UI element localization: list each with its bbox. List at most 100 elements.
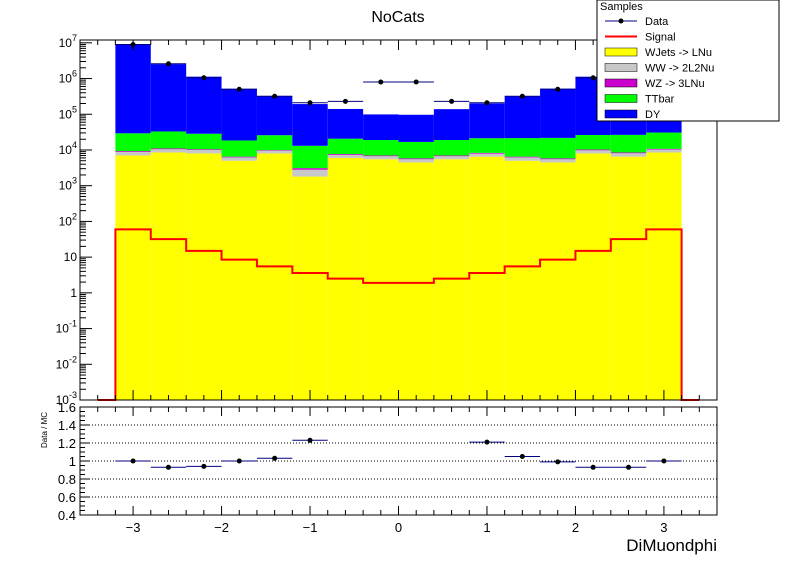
stack-bar-wz-3lnu-12 [540,158,576,160]
stack-bar-ww-2l2nu-5 [292,169,328,177]
data-point-13 [590,75,596,81]
stack-bar-ww-2l2nu-14 [610,153,647,157]
stack-bar-ww-2l2nu-9 [433,156,470,160]
stack-bar-ww-2l2nu-10 [469,153,505,157]
stack-bar-wjets-lnu-11 [504,160,541,400]
stack-bar-wjets-lnu-1 [150,152,187,400]
legend-swatch-ww-2l2nu [604,63,638,72]
data-point-2 [201,75,207,81]
ratio-point-4 [272,455,278,461]
y-tick-label-1: 10-2 [56,354,77,371]
y-tick-label-8: 105 [59,104,77,121]
x-tick-label-6: 3 [660,520,667,535]
ratio-point-11 [661,458,667,464]
stack-bar-wz-3lnu-15 [646,148,682,150]
stack-bar-ttbar-1 [150,131,187,149]
legend-label-dy: DY [645,109,661,121]
stack-bar-ww-2l2nu-12 [540,159,576,163]
data-point-9 [449,98,455,104]
data-point-12 [555,86,561,92]
stack-bar-wz-3lnu-8 [398,158,434,160]
stack-bar-ww-2l2nu-13 [575,150,611,154]
chart-title: NoCats [371,9,424,26]
data-point-11 [519,93,525,99]
legend-box [596,0,780,122]
y-tick-label-5: 102 [59,211,77,228]
stack-bar-ttbar-10 [469,138,505,153]
stack-bar-ttbar-5 [292,145,328,169]
stack-bar-dy-8 [398,114,434,142]
x-tick-label-5: 2 [572,520,579,535]
legend-label-wjets-lnu: WJets -> LNu [645,47,712,59]
ratio-y-tick-label-6: 1.6 [58,400,76,415]
stack-bar-ttbar-2 [186,133,222,150]
stack-bar-wz-3lnu-5 [292,168,328,170]
y-tick-label-4: 10 [64,250,78,264]
y-tick-label-10: 107 [59,33,77,50]
stack-bar-dy-6 [327,108,364,139]
ratio-point-7 [519,454,525,459]
legend-label-signal: Signal [645,32,676,44]
legend-swatch-wz-3lnu [604,78,638,88]
stack-bar-ttbar-9 [433,140,470,156]
stack-bar-wz-3lnu-14 [610,152,647,154]
y-tick-label-7: 104 [59,140,77,157]
stack-bar-wjets-lnu-12 [540,162,576,400]
y-tick-label-9: 106 [59,69,77,86]
stack-bar-wjets-lnu-5 [292,176,328,400]
ratio-point-1 [165,464,171,470]
ratio-point-2 [201,463,207,469]
ratio-point-5 [307,437,313,443]
x-tick-label-3: 0 [395,520,402,535]
stack-bar-ww-2l2nu-8 [398,159,434,163]
data-point-10 [484,100,490,106]
ratio-y-tick-label-1: 0.6 [58,490,76,505]
stack-bar-wz-3lnu-0 [115,151,151,152]
ratio-point-0 [130,458,136,464]
stack-bar-ww-2l2nu-6 [327,154,364,158]
stack-bar-ttbar-6 [327,138,364,155]
legend-label-data: Data [645,16,669,28]
ratio-y-tick-label-0: 0.4 [58,508,76,523]
legend-swatch-wjets-lnu [604,47,638,57]
stack-bar-wz-3lnu-6 [327,154,364,155]
y-tick-label-0: 10-3 [56,390,77,407]
data-point-1 [165,61,171,67]
stack-bar-dy-7 [363,114,399,141]
legend-title: Samples [600,1,643,13]
stack-bar-wjets-lnu-0 [115,155,151,400]
x-tick-label-4: 1 [483,520,490,535]
data-point-5 [307,100,313,106]
stack-bar-wz-3lnu-3 [221,156,257,158]
signal-line [97,228,700,401]
stack-bar-wz-3lnu-11 [504,156,541,158]
data-point-4 [272,93,278,99]
ratio-point-8 [555,459,561,465]
stack-bar-ttbar-3 [221,140,257,157]
legend-label-wz-3lnu: WZ -> 3LNu [645,78,705,90]
stack-bar-ww-2l2nu-0 [115,151,151,156]
stack-bar-ww-2l2nu-3 [221,157,257,161]
ratio-plot-area: 0.4 0.6 0.8 1 1.2 1.4 1.6 −3 −2 −1 0 1 2 3 [58,400,718,535]
ratio-point-3 [236,458,242,464]
stack-bar-dy-5 [292,104,328,146]
ratio-y-axis-label: Data / MC [40,412,49,448]
stack-bar-wz-3lnu-2 [186,149,222,150]
stack-bar-wjets-lnu-4 [256,153,293,400]
x-axis-label: DiMuondphi [626,536,717,555]
stack-bar-ttbar-4 [256,135,293,151]
ratio-point-9 [590,464,596,470]
legend-swatch-ttbar [604,94,638,103]
ratio-y-tick-label-2: 0.8 [58,472,76,487]
stack-bar-dy-12 [540,88,576,138]
stack-bar-wz-3lnu-4 [256,150,293,151]
stack-bar-dy-10 [469,103,505,139]
stack-bar-ww-2l2nu-4 [256,150,293,154]
stack-bar-ttbar-7 [363,140,399,156]
main-plot-area: 10-3 10-2 10-1 1 10 102 103 104 105 106 107 [56,33,718,407]
ratio-point-6 [484,439,490,445]
stack-bar-wjets-lnu-10 [469,156,505,400]
data-point-3 [236,86,242,92]
y-tick-label-6: 103 [59,176,77,193]
